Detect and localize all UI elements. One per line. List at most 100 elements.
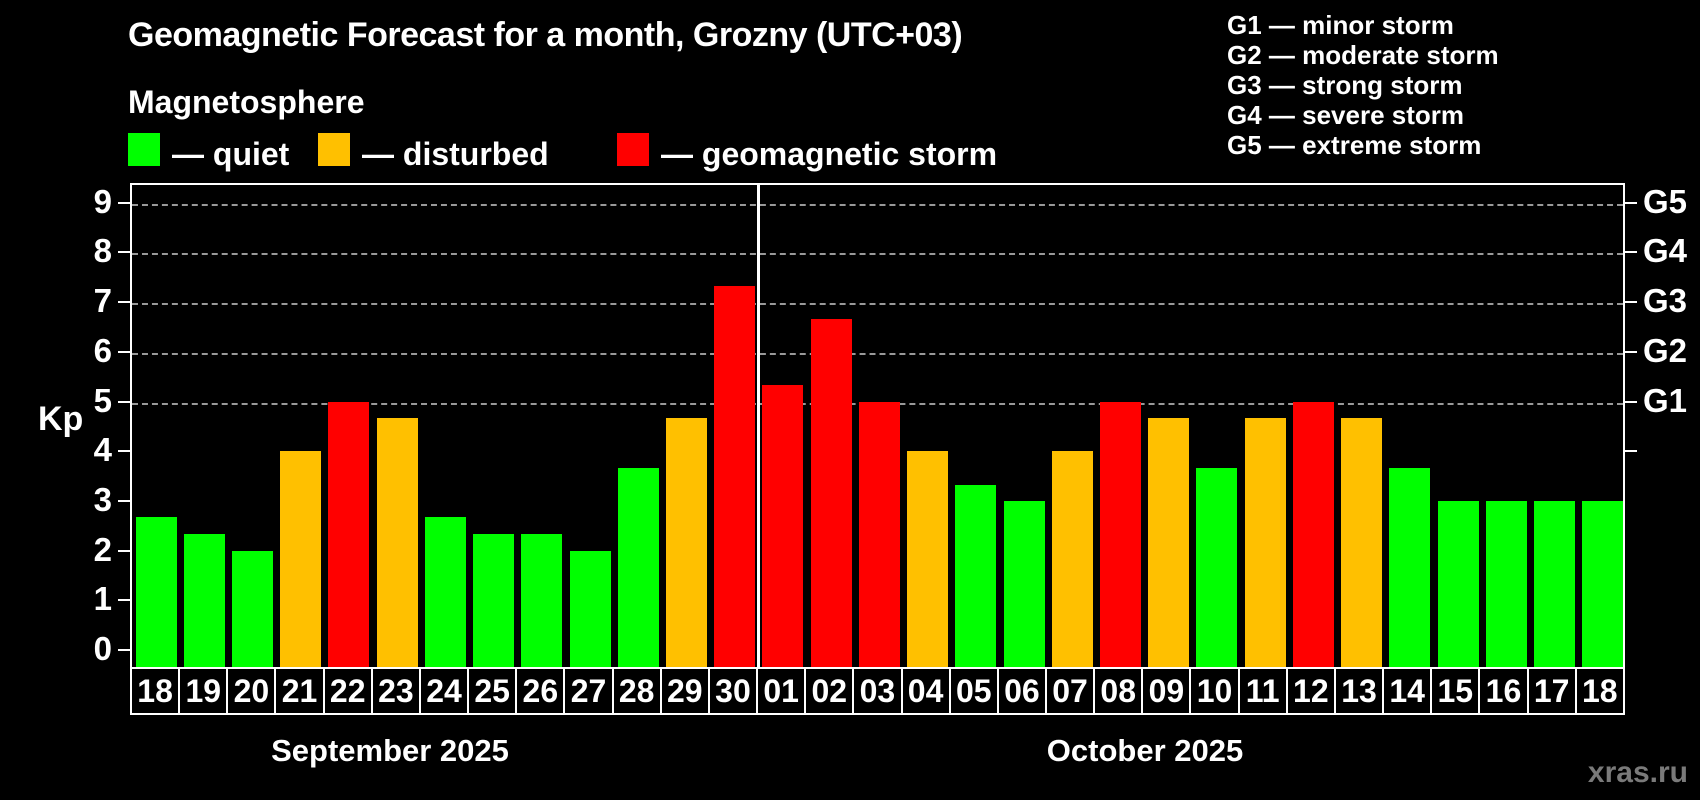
legend-swatch-disturbed xyxy=(318,133,350,166)
bar-sep-25 xyxy=(473,534,515,667)
day-box-oct-03: 03 xyxy=(852,667,903,715)
bar-oct-15 xyxy=(1437,500,1479,667)
bar-sep-20 xyxy=(231,550,273,667)
day-box-oct-02: 02 xyxy=(804,667,855,715)
day-box-sep-20: 20 xyxy=(226,667,277,715)
y-tick-5 xyxy=(118,400,130,403)
bar-oct-07 xyxy=(1051,451,1093,667)
legend-swatch-storm xyxy=(617,133,649,166)
day-box-sep-24: 24 xyxy=(418,667,470,715)
y-tick-label-2: 2 xyxy=(93,530,112,568)
day-box-oct-09: 09 xyxy=(1141,667,1192,715)
bar-sep-28 xyxy=(617,467,659,667)
watermark: xras.ru xyxy=(1587,756,1688,789)
legend-label-storm: — geomagnetic storm xyxy=(661,136,998,172)
g-tick-kp8 xyxy=(1625,251,1637,254)
g-tick-kp9 xyxy=(1625,201,1637,204)
y-tick-6 xyxy=(118,350,130,353)
g-legend-line-g2: G2 — moderate storm xyxy=(1227,40,1499,70)
bar-oct-17 xyxy=(1534,500,1576,667)
day-box-oct-17: 17 xyxy=(1526,667,1577,715)
day-box-oct-06: 06 xyxy=(996,667,1047,715)
g-scale-legend: G1 — minor storm G2 — moderate storm G3 … xyxy=(1227,10,1499,160)
bar-oct-16 xyxy=(1485,500,1527,667)
bar-oct-12 xyxy=(1292,401,1334,667)
bar-oct-11 xyxy=(1244,417,1286,667)
day-box-oct-18: 18 xyxy=(1574,667,1625,715)
day-box-sep-21: 21 xyxy=(274,667,325,715)
day-box-sep-29: 29 xyxy=(659,667,710,715)
day-box-oct-01: 01 xyxy=(756,667,807,715)
y-tick-2 xyxy=(118,549,130,552)
y-tick-1 xyxy=(118,599,130,602)
month-separator-line xyxy=(756,185,760,667)
y-tick-label-6: 6 xyxy=(93,331,112,369)
day-box-sep-22: 22 xyxy=(322,667,373,715)
day-box-oct-16: 16 xyxy=(1478,667,1529,715)
bar-oct-02 xyxy=(810,318,852,667)
y-tick-label-7: 7 xyxy=(93,282,112,320)
y-tick-0 xyxy=(118,649,130,651)
g-legend-line-g1: G1 — minor storm xyxy=(1227,10,1454,40)
y-tick-9 xyxy=(118,201,130,204)
gridline-kp7 xyxy=(132,303,1623,306)
day-box-oct-11: 11 xyxy=(1237,667,1288,715)
g-legend-line-g4: G4 — severe storm xyxy=(1227,100,1465,130)
g-axis-label-g4: G4 xyxy=(1643,232,1688,270)
day-box-oct-14: 14 xyxy=(1382,667,1433,715)
legend-label-quiet: — quiet xyxy=(172,136,290,172)
day-box-sep-30: 30 xyxy=(707,667,759,715)
bar-sep-21 xyxy=(280,451,322,667)
y-tick-label-9: 9 xyxy=(93,182,112,220)
bar-sep-27 xyxy=(569,550,611,667)
day-box-oct-08: 08 xyxy=(1093,667,1144,715)
bar-oct-05 xyxy=(955,484,997,667)
bar-oct-04 xyxy=(907,451,949,667)
bar-sep-19 xyxy=(183,534,225,667)
chart-title: Geomagnetic Forecast for a month, Grozny… xyxy=(128,16,963,54)
day-box-oct-10: 10 xyxy=(1189,667,1240,715)
bar-sep-29 xyxy=(665,417,707,667)
y-tick-3 xyxy=(118,499,130,502)
bar-sep-24 xyxy=(424,517,466,667)
y-tick-label-0: 0 xyxy=(93,630,112,667)
bar-oct-14 xyxy=(1389,467,1431,667)
bar-sep-18 xyxy=(135,517,177,667)
day-box-oct-13: 13 xyxy=(1333,667,1385,715)
bar-oct-13 xyxy=(1341,417,1383,667)
g-axis-label-g2: G2 xyxy=(1643,331,1688,369)
bar-oct-18 xyxy=(1582,500,1624,667)
y-tick-label-3: 3 xyxy=(93,480,112,518)
g-axis-label-g1: G1 xyxy=(1643,381,1688,419)
g-tick-kp7 xyxy=(1625,301,1637,304)
g-legend-line-g5: G5 — extreme storm xyxy=(1227,130,1482,160)
gridline-kp9 xyxy=(132,203,1623,206)
gridline-kp6 xyxy=(132,352,1623,355)
bar-oct-09 xyxy=(1148,417,1190,667)
bar-oct-01 xyxy=(762,385,804,667)
legend-swatch-quiet xyxy=(128,133,160,166)
day-box-oct-04: 04 xyxy=(900,667,951,715)
month-label-september: September 2025 xyxy=(271,733,509,768)
y-tick-label-1: 1 xyxy=(93,580,112,618)
day-box-oct-12: 12 xyxy=(1285,667,1336,715)
day-box-sep-19: 19 xyxy=(178,667,229,715)
bar-oct-10 xyxy=(1196,467,1238,667)
bar-sep-30 xyxy=(714,285,756,667)
day-box-oct-05: 05 xyxy=(948,667,999,715)
day-box-oct-07: 07 xyxy=(1044,667,1096,715)
day-axis-row: 18 19 20 21 22 23 24 25 26 27 28 29 30 01 02 03 04 05 06 07… xyxy=(130,667,1625,715)
y-axis-title: Kp xyxy=(38,400,84,438)
y-tick-label-8: 8 xyxy=(93,232,112,270)
day-box-sep-25: 25 xyxy=(467,667,518,715)
y-tick-8 xyxy=(118,251,130,254)
bar-sep-22 xyxy=(328,401,370,667)
legend-label-disturbed: — disturbed xyxy=(362,136,549,172)
g-axis-label-g5: G5 xyxy=(1643,182,1688,220)
day-box-sep-23: 23 xyxy=(370,667,421,715)
bar-sep-26 xyxy=(521,534,563,667)
bar-oct-06 xyxy=(1003,500,1045,667)
day-box-sep-18: 18 xyxy=(130,667,181,715)
bar-oct-03 xyxy=(858,401,900,667)
y-tick-7 xyxy=(118,301,130,304)
